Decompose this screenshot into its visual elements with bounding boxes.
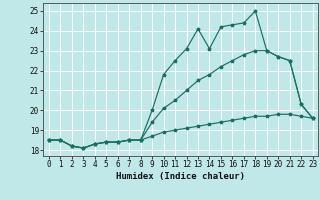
X-axis label: Humidex (Indice chaleur): Humidex (Indice chaleur): [116, 172, 245, 181]
